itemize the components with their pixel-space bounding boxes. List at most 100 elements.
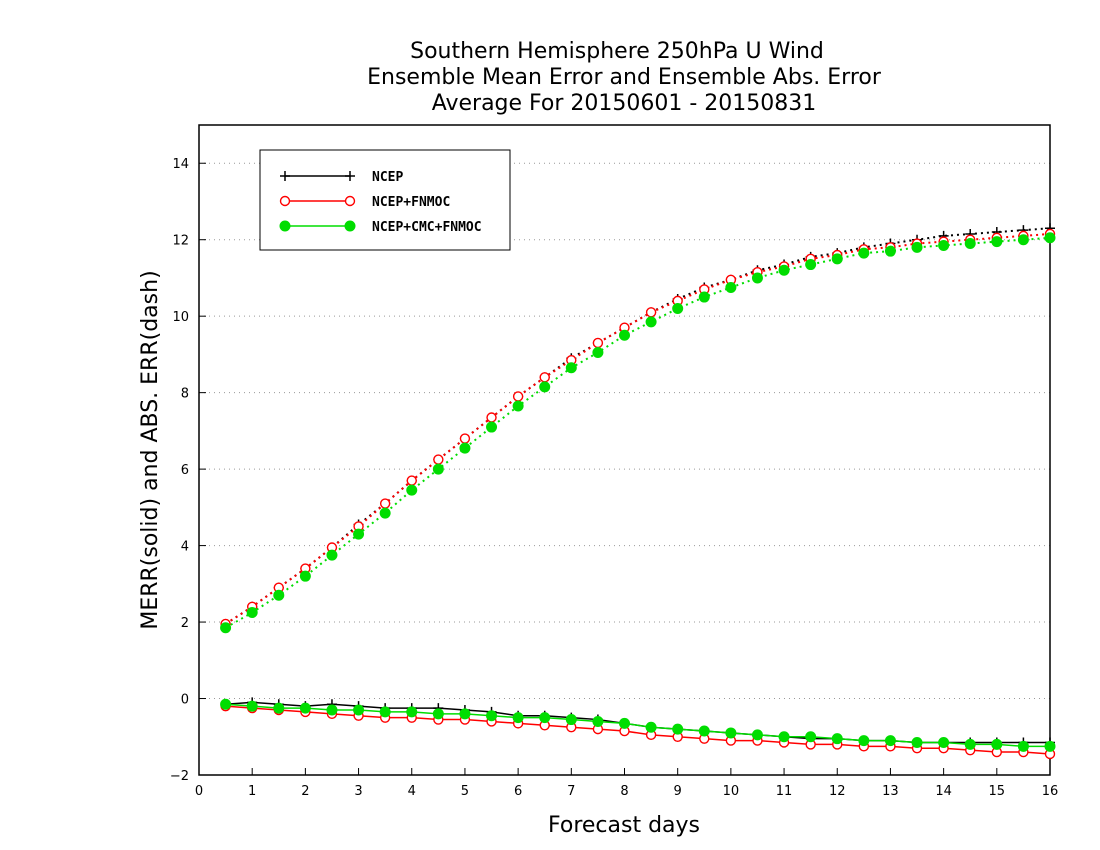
abs-err-point bbox=[432, 463, 444, 475]
abs-err-point bbox=[1044, 232, 1056, 244]
abs-err-point bbox=[246, 607, 258, 618]
merr-point bbox=[831, 733, 843, 745]
legend-item: NCEP+CMC+FNMOC bbox=[279, 220, 482, 235]
merr-point bbox=[672, 723, 684, 735]
abs-err-point bbox=[406, 475, 417, 486]
x-tick-label: 5 bbox=[461, 784, 469, 799]
chart-title-line-3: Average For 20150601 - 20150831 bbox=[432, 91, 817, 116]
abs-err-point bbox=[592, 337, 604, 349]
merr-point bbox=[273, 702, 285, 714]
merr-point bbox=[592, 715, 604, 727]
y-axis-ticks: −2 0 2 4 6 8 10 12 14 bbox=[170, 157, 206, 784]
abs-err-point bbox=[592, 347, 604, 358]
abs-err-point bbox=[858, 247, 870, 259]
chart-title-line-1: Southern Hemisphere 250hPa U Wind bbox=[410, 39, 824, 64]
abs-err-point bbox=[539, 381, 551, 393]
merr-point bbox=[486, 710, 498, 722]
x-tick-label: 10 bbox=[723, 784, 740, 799]
x-tick-label: 8 bbox=[620, 784, 628, 799]
merr-point bbox=[619, 717, 630, 729]
merr-point bbox=[406, 706, 418, 718]
chart-title: Southern Hemisphere 250hPa U Wind Ensemb… bbox=[367, 39, 882, 116]
series-ncep-cmc-fnmoc bbox=[220, 232, 1056, 752]
gridlines bbox=[199, 162, 1050, 776]
x-tick-label: 0 bbox=[195, 784, 203, 799]
x-tick-label: 15 bbox=[989, 784, 1006, 799]
merr-point bbox=[725, 727, 737, 739]
abs-err-point bbox=[938, 239, 950, 251]
merr-point bbox=[884, 735, 896, 747]
y-tick-label: 10 bbox=[172, 310, 189, 325]
merr-point bbox=[991, 738, 1003, 750]
abs-err-point bbox=[698, 291, 710, 303]
abs-err-point bbox=[220, 622, 232, 634]
abs-err-point bbox=[273, 589, 285, 601]
abs-err-line bbox=[225, 232, 1051, 625]
abs-err-point bbox=[645, 316, 657, 328]
abs-err-point bbox=[486, 421, 498, 433]
abs-err-point bbox=[805, 259, 817, 271]
merr-point bbox=[432, 708, 444, 720]
legend: NCEP NCEP+FNMOC NCEP+CMC+FNMOC bbox=[259, 149, 511, 251]
x-tick-label: 14 bbox=[935, 784, 952, 799]
abs-err-point bbox=[459, 442, 471, 454]
abs-err-point bbox=[884, 245, 896, 257]
y-tick-label: 8 bbox=[181, 387, 189, 402]
legend-label: NCEP bbox=[372, 170, 403, 185]
abs-err-point bbox=[379, 498, 391, 509]
y-tick-label: 14 bbox=[172, 157, 189, 172]
y-tick-label: 6 bbox=[181, 463, 189, 478]
y-tick-label: 2 bbox=[181, 616, 189, 631]
x-tick-label: 13 bbox=[882, 784, 899, 799]
x-axis-ticks: 0 1 2 3 4 5 6 7 8 9 10 11 12 13 14 15 16 bbox=[195, 768, 1058, 799]
abs-err-point bbox=[565, 362, 577, 374]
y-axis-label: MERR(solid) and ABS. ERR(dash) bbox=[138, 270, 163, 629]
merr-point bbox=[512, 712, 524, 724]
x-tick-label: 2 bbox=[301, 784, 309, 799]
abs-err-point bbox=[778, 264, 790, 276]
abs-err-point bbox=[911, 241, 923, 253]
merr-point bbox=[299, 702, 311, 714]
merr-point bbox=[805, 731, 817, 743]
merr-line bbox=[225, 703, 1050, 748]
x-tick-label: 7 bbox=[567, 784, 575, 799]
x-tick-label: 4 bbox=[408, 784, 416, 799]
legend-entries: NCEP NCEP+FNMOC NCEP+CMC+FNMOC bbox=[279, 170, 482, 235]
merr-line bbox=[225, 705, 1051, 755]
x-tick-label: 6 bbox=[514, 784, 522, 799]
legend-marker bbox=[345, 171, 355, 181]
abs-err-line bbox=[225, 236, 1051, 629]
abs-err-point bbox=[299, 570, 311, 582]
abs-err-point bbox=[751, 272, 763, 284]
abs-err-point bbox=[486, 412, 497, 423]
abs-err-point bbox=[433, 454, 444, 465]
legend-item: NCEP bbox=[280, 170, 403, 185]
abs-err-point bbox=[964, 238, 976, 250]
merr-point bbox=[645, 721, 657, 733]
abs-err-point bbox=[459, 433, 471, 444]
abs-err-point bbox=[831, 253, 843, 265]
merr-point bbox=[539, 712, 551, 724]
merr-line bbox=[225, 701, 1050, 744]
abs-err-line bbox=[225, 227, 1051, 625]
merr-point bbox=[698, 725, 710, 737]
abs-err-point bbox=[619, 329, 630, 341]
abs-err-point bbox=[725, 282, 737, 293]
x-tick-label: 12 bbox=[829, 784, 846, 799]
legend-label: NCEP+FNMOC bbox=[372, 195, 450, 210]
merr-point bbox=[938, 737, 950, 748]
merr-point bbox=[858, 735, 870, 747]
y-tick-label: 12 bbox=[172, 234, 189, 249]
merr-point bbox=[220, 698, 232, 710]
merr-point bbox=[565, 714, 577, 726]
abs-err-point bbox=[326, 549, 338, 561]
abs-err-point bbox=[353, 528, 365, 540]
legend-box bbox=[259, 149, 511, 251]
series-ncep bbox=[220, 223, 1055, 748]
abs-err-point bbox=[1017, 234, 1029, 246]
legend-marker bbox=[344, 220, 356, 232]
merr-point bbox=[1044, 740, 1056, 752]
abs-err-point bbox=[645, 307, 657, 318]
merr-point bbox=[911, 737, 923, 748]
